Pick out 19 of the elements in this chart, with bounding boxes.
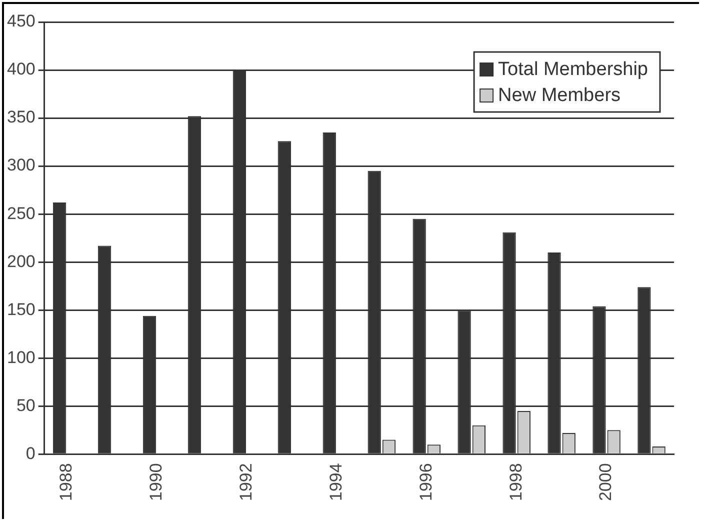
legend-label: New Members: [498, 85, 621, 106]
x-tick-label: 1990: [146, 463, 166, 502]
x-tick-label: 1992: [236, 463, 256, 502]
y-tick-label: 50: [16, 396, 36, 415]
x-tick-label: 1998: [506, 463, 526, 502]
x-tick-label: 2000: [596, 463, 616, 502]
y-tick-label: 350: [6, 108, 36, 127]
x-tick-label: 1988: [56, 463, 76, 502]
x-tick-label: 1994: [326, 463, 346, 502]
y-tick-label: 400: [6, 60, 36, 79]
y-tick-label: 250: [6, 204, 36, 223]
y-tick-label: 300: [6, 156, 36, 175]
legend-label: Total Membership: [498, 59, 648, 80]
y-tick-label: 100: [6, 348, 36, 367]
y-tick-label: 0: [26, 444, 36, 463]
y-tick-label: 200: [6, 252, 36, 271]
y-tick-label: 450: [6, 12, 36, 31]
x-tick-label: 1996: [416, 463, 436, 502]
y-tick-label: 150: [6, 300, 36, 319]
